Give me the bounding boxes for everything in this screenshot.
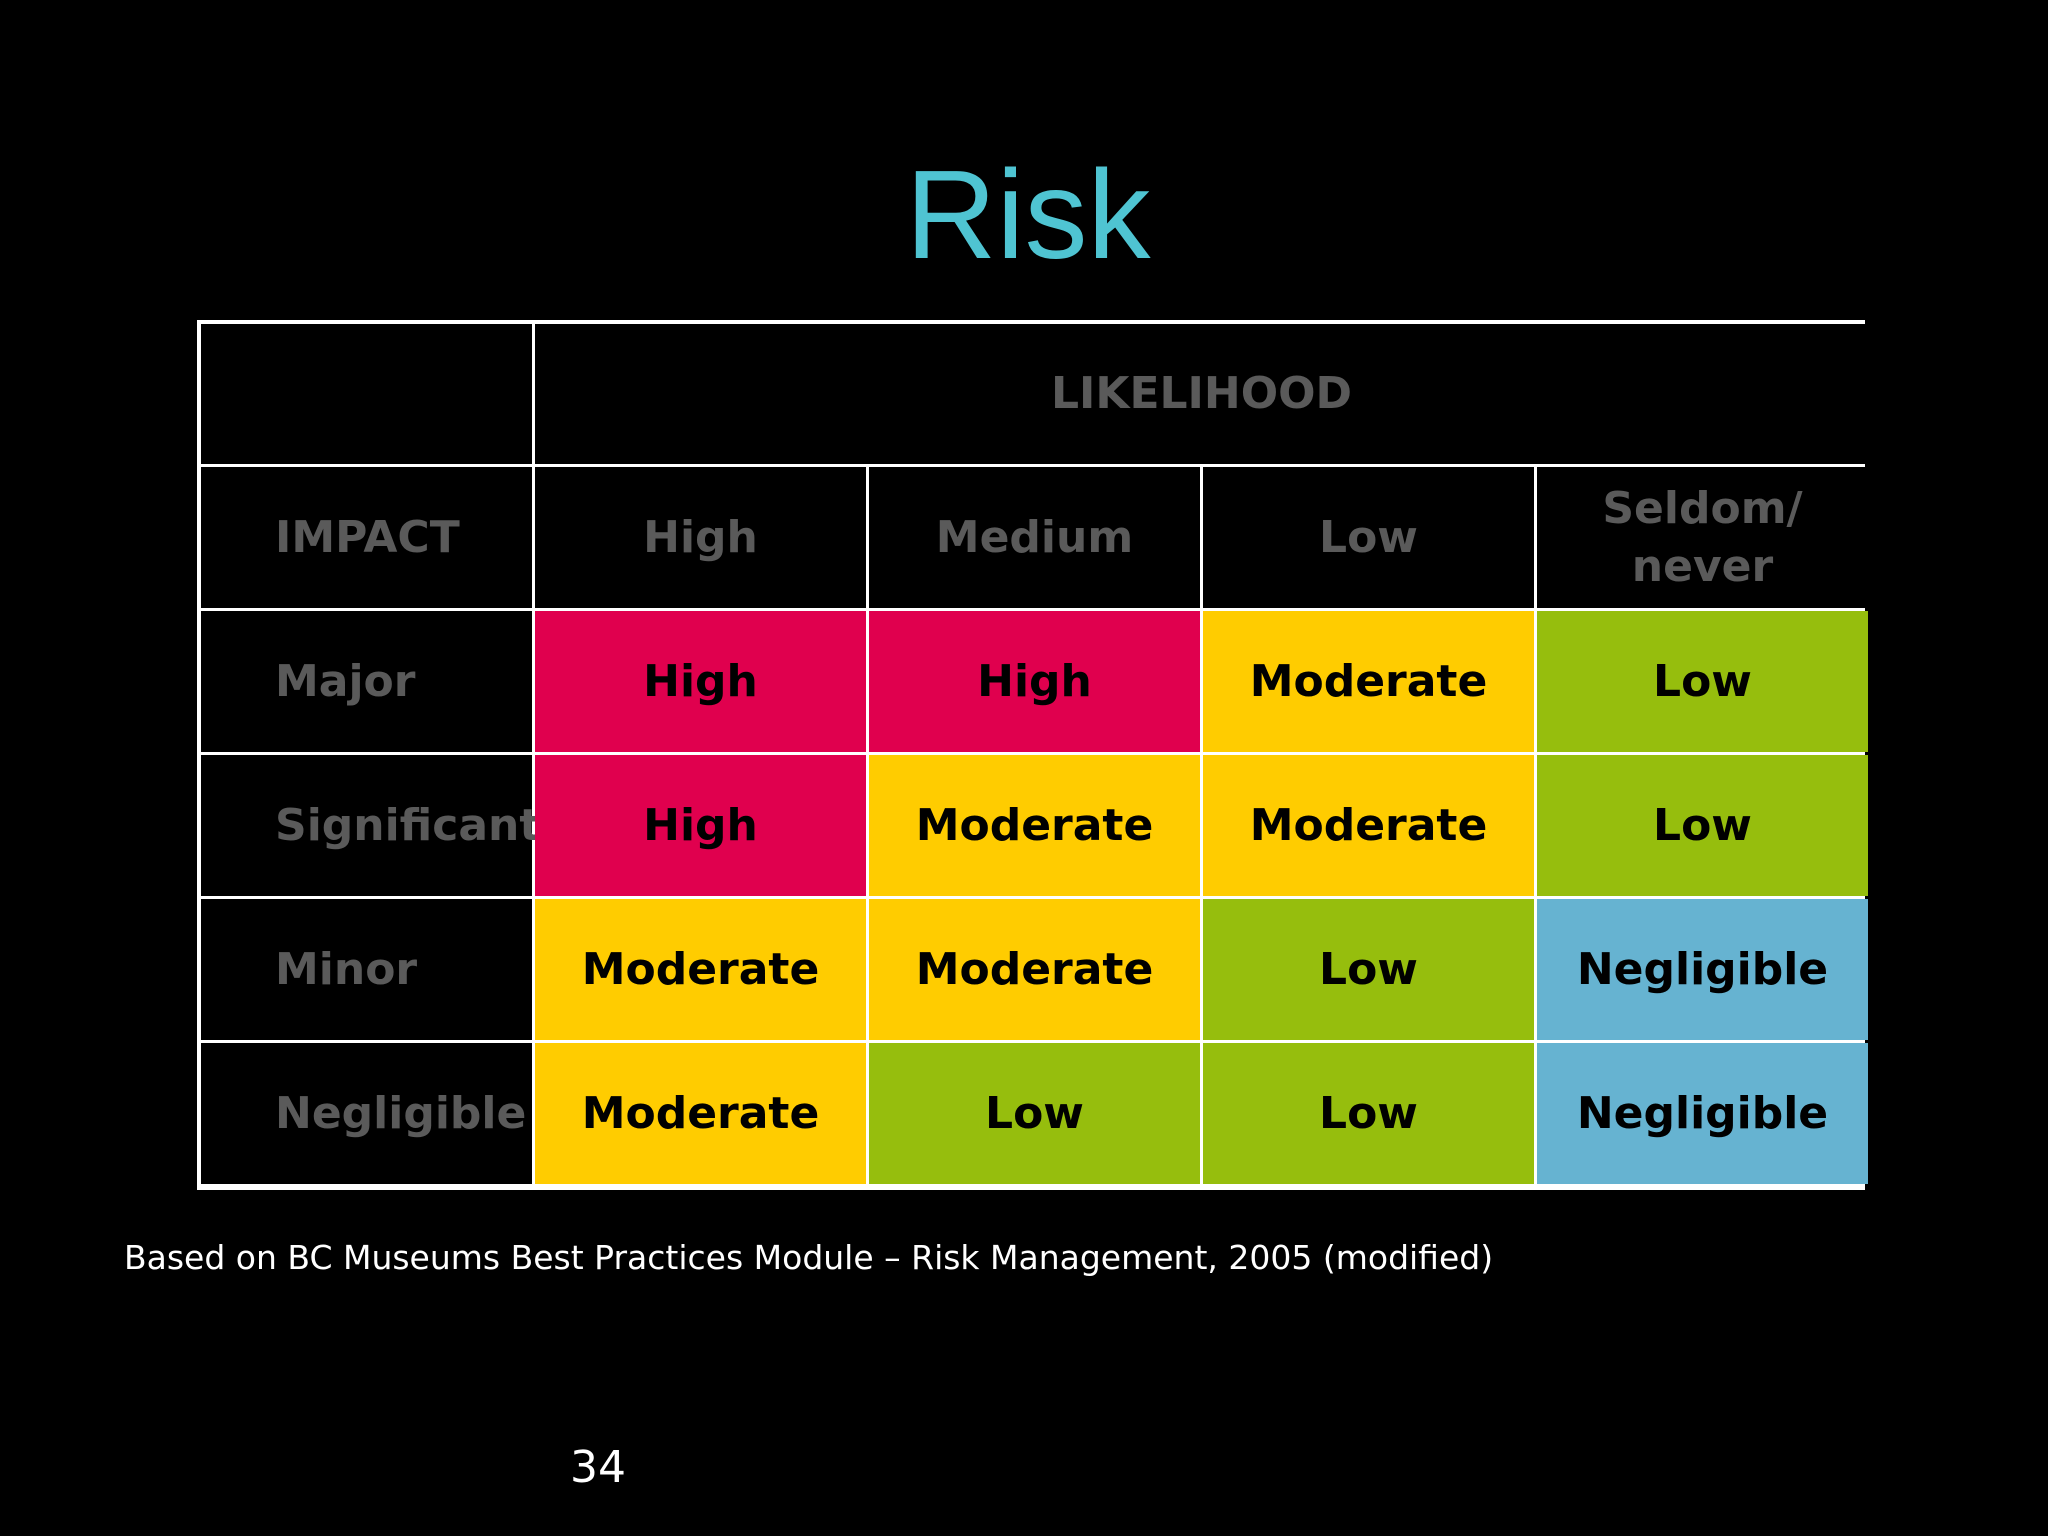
- risk-cell: Moderate: [869, 755, 1200, 896]
- risk-cell: Low: [1537, 755, 1868, 896]
- risk-cell: High: [535, 611, 866, 752]
- risk-cell: High: [535, 755, 866, 896]
- impact-header: IMPACT: [201, 467, 532, 608]
- source-caption: Based on BC Museums Best Practices Modul…: [124, 1238, 1494, 1277]
- impact-label-minor: Minor: [201, 899, 532, 1040]
- risk-cell: High: [869, 611, 1200, 752]
- impact-label-negligible: Negligible: [201, 1043, 532, 1184]
- risk-cell: Moderate: [535, 899, 866, 1040]
- impact-label-major: Major: [201, 611, 532, 752]
- risk-cell: Moderate: [869, 899, 1200, 1040]
- risk-cell: Moderate: [535, 1043, 866, 1184]
- risk-cell: Low: [869, 1043, 1200, 1184]
- risk-cell: Negligible: [1537, 899, 1868, 1040]
- risk-matrix-table: LIKELIHOOD IMPACT High Medium Low Seldom…: [197, 320, 1868, 1190]
- risk-cell: Moderate: [1203, 755, 1534, 896]
- risk-cell: Moderate: [1203, 611, 1534, 752]
- likelihood-header: LIKELIHOOD: [535, 324, 1868, 464]
- risk-cell: Low: [1203, 899, 1534, 1040]
- page-number: 34: [570, 1442, 626, 1493]
- risk-cell: Low: [1203, 1043, 1534, 1184]
- likelihood-level-low: Low: [1203, 467, 1534, 608]
- impact-label-significant: Significant: [201, 755, 540, 896]
- corner-cell: [201, 324, 532, 464]
- slide-title: Risk: [905, 144, 1151, 285]
- risk-cell: Low: [1537, 611, 1868, 752]
- risk-cell: Negligible: [1537, 1043, 1868, 1184]
- likelihood-level-high: High: [535, 467, 866, 608]
- likelihood-level-seldom-never: Seldom/ never: [1537, 467, 1868, 608]
- likelihood-level-medium: Medium: [869, 467, 1200, 608]
